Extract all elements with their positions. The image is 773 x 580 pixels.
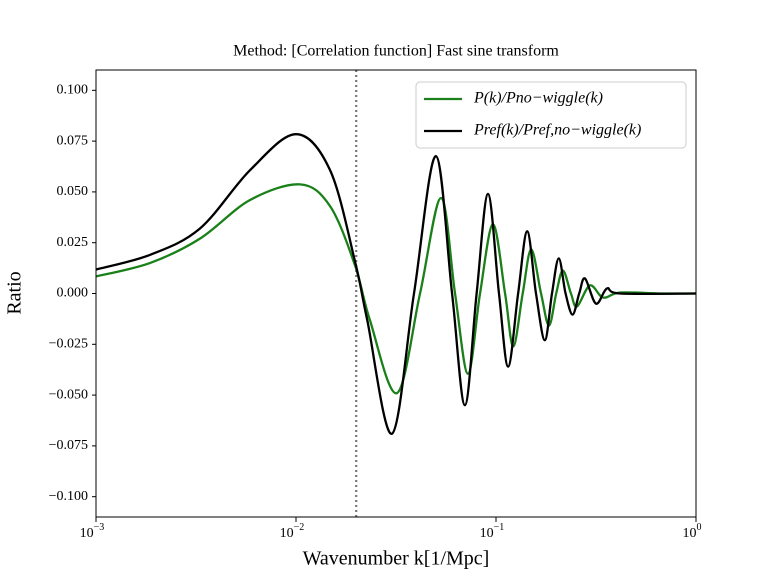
legend-label: Pref(k)/Pref,no−wiggle(k) <box>473 122 641 139</box>
y-tick-label: 0.000 <box>57 286 89 301</box>
y-tick-label: −0.075 <box>49 438 88 453</box>
y-tick-label: 0.100 <box>57 83 89 98</box>
y-tick-label: −0.025 <box>49 337 88 352</box>
chart-title: Method: [Correlation function] Fast sine… <box>233 43 559 60</box>
x-tick-label: 100 <box>683 522 702 541</box>
legend-box <box>415 81 687 149</box>
y-tick-label: −0.050 <box>49 387 88 402</box>
y-tick-label: 0.050 <box>57 184 89 199</box>
x-tick-label: 10−1 <box>480 522 505 541</box>
y-axis-label: Ratio <box>4 271 26 314</box>
series-line <box>96 133 696 435</box>
x-axis-label: Wavenumber k[1/Mpc] <box>303 548 490 570</box>
y-tick-label: 0.075 <box>57 133 89 148</box>
x-tick-label: 10−2 <box>280 522 305 541</box>
y-tick-label: −0.100 <box>49 489 88 504</box>
y-tick-label: 0.025 <box>57 235 89 250</box>
legend-label: P(k)/Pno−wiggle(k) <box>473 90 603 107</box>
x-tick-label: 10−3 <box>80 522 105 541</box>
plot-frame <box>95 69 697 518</box>
